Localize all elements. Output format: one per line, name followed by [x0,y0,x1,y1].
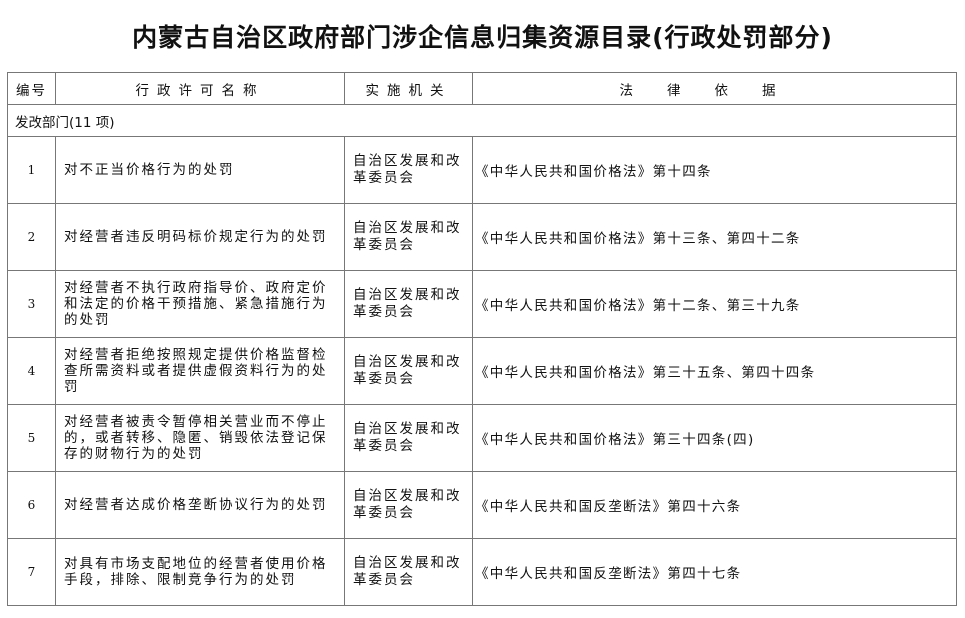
table-row: 4 对经营者拒绝按照规定提供价格监督检查所需资料或者提供虚假资料行为的处罚 自治区发… [7,337,957,405]
agency-name: 自治区发展和改革委员会 [353,555,462,588]
row-number: 4 [7,337,56,405]
row-number: 5 [7,404,56,472]
table-row: 7 对具有市场支配地位的经营者使用价格手段，排除、限制竞争行为的处罚 自治区发展和改… [7,538,957,606]
agency-cell: 自治区发展和改革委员会 [344,203,473,271]
penalty-name: 对不正当价格行为的处罚 [64,162,235,178]
agency-cell: 自治区发展和改革委员会 [344,337,473,405]
agency-cell: 自治区发展和改革委员会 [344,270,473,338]
penalty-name: 对经营者违反明码标价规定行为的处罚 [64,229,328,245]
agency-name: 自治区发展和改革委员会 [353,220,462,253]
legal-basis: 《中华人民共和国价格法》第十二条、第三十九条 [472,270,957,338]
penalty-name-cell: 对不正当价格行为的处罚 [55,136,345,204]
agency-cell: 自治区发展和改革委员会 [344,538,473,606]
agency-name: 自治区发展和改革委员会 [353,354,462,387]
penalty-name-cell: 对经营者拒绝按照规定提供价格监督检查所需资料或者提供虚假资料行为的处罚 [55,337,345,405]
legal-basis: 《中华人民共和国反垄断法》第四十七条 [472,538,957,606]
agency-name: 自治区发展和改革委员会 [353,421,462,454]
row-number: 7 [7,538,56,606]
table-row: 6 对经营者达成价格垄断协议行为的处罚 自治区发展和改革委员会 《中华人民共和国反垄断… [7,471,957,539]
header-agency: 实施机关 [344,72,473,105]
agency-cell: 自治区发展和改革委员会 [344,404,473,472]
table-row: 5 对经营者被责令暂停相关营业而不停止的，或者转移、隐匿、销毁依法登记保存的财物行… [7,404,957,472]
penalty-name: 对经营者被责令暂停相关营业而不停止的，或者转移、隐匿、销毁依法登记保存的财物行为… [64,414,328,462]
penalty-name-cell: 对具有市场支配地位的经营者使用价格手段，排除、限制竞争行为的处罚 [55,538,345,606]
row-number: 3 [7,270,56,338]
legal-basis: 《中华人民共和国价格法》第十四条 [472,136,957,204]
legal-basis: 《中华人民共和国反垄断法》第四十六条 [472,471,957,539]
penalty-name-cell: 对经营者违反明码标价规定行为的处罚 [55,203,345,271]
penalty-name: 对经营者达成价格垄断协议行为的处罚 [64,497,328,513]
row-number: 2 [7,203,56,271]
table-row: 3 对经营者不执行政府指导价、政府定价和法定的价格干预措施、紧急措施行为的处罚 自治… [7,270,957,338]
legal-basis: 《中华人民共和国价格法》第十三条、第四十二条 [472,203,957,271]
agency-name: 自治区发展和改革委员会 [353,287,462,320]
legal-basis: 《中华人民共和国价格法》第三十四条(四) [472,404,957,472]
header-legal-basis: 法律依据 [472,72,957,105]
header-number: 编号 [7,72,56,105]
row-number: 6 [7,471,56,539]
agency-name: 自治区发展和改革委员会 [353,488,462,521]
penalty-name: 对经营者拒绝按照规定提供价格监督检查所需资料或者提供虚假资料行为的处罚 [64,347,328,395]
agency-cell: 自治区发展和改革委员会 [344,471,473,539]
catalog-table: 编号 行政许可名称 实施机关 法律依据 发改部门(11 项) 1 对不正当价格行为… [7,72,957,606]
legal-basis: 《中华人民共和国价格法》第三十五条、第四十四条 [472,337,957,405]
agency-cell: 自治区发展和改革委员会 [344,136,473,204]
header-row: 编号 行政许可名称 实施机关 法律依据 [7,72,957,105]
header-name: 行政许可名称 [55,72,345,105]
penalty-name-cell: 对经营者达成价格垄断协议行为的处罚 [55,471,345,539]
department-label: 发改部门(11 项) [7,104,957,137]
row-number: 1 [7,136,56,204]
agency-name: 自治区发展和改革委员会 [353,153,462,186]
table-row: 1 对不正当价格行为的处罚 自治区发展和改革委员会 《中华人民共和国价格法》第十四条 [7,136,957,204]
table-row: 2 对经营者违反明码标价规定行为的处罚 自治区发展和改革委员会 《中华人民共和国价格法… [7,203,957,271]
department-row: 发改部门(11 项) [7,104,957,137]
penalty-name: 对经营者不执行政府指导价、政府定价和法定的价格干预措施、紧急措施行为的处罚 [64,280,328,328]
penalty-name-cell: 对经营者被责令暂停相关营业而不停止的，或者转移、隐匿、销毁依法登记保存的财物行为… [55,404,345,472]
page-title: 内蒙古自治区政府部门涉企信息归集资源目录(行政处罚部分) [132,23,833,52]
penalty-name-cell: 对经营者不执行政府指导价、政府定价和法定的价格干预措施、紧急措施行为的处罚 [55,270,345,338]
penalty-name: 对具有市场支配地位的经营者使用价格手段，排除、限制竞争行为的处罚 [64,556,328,588]
